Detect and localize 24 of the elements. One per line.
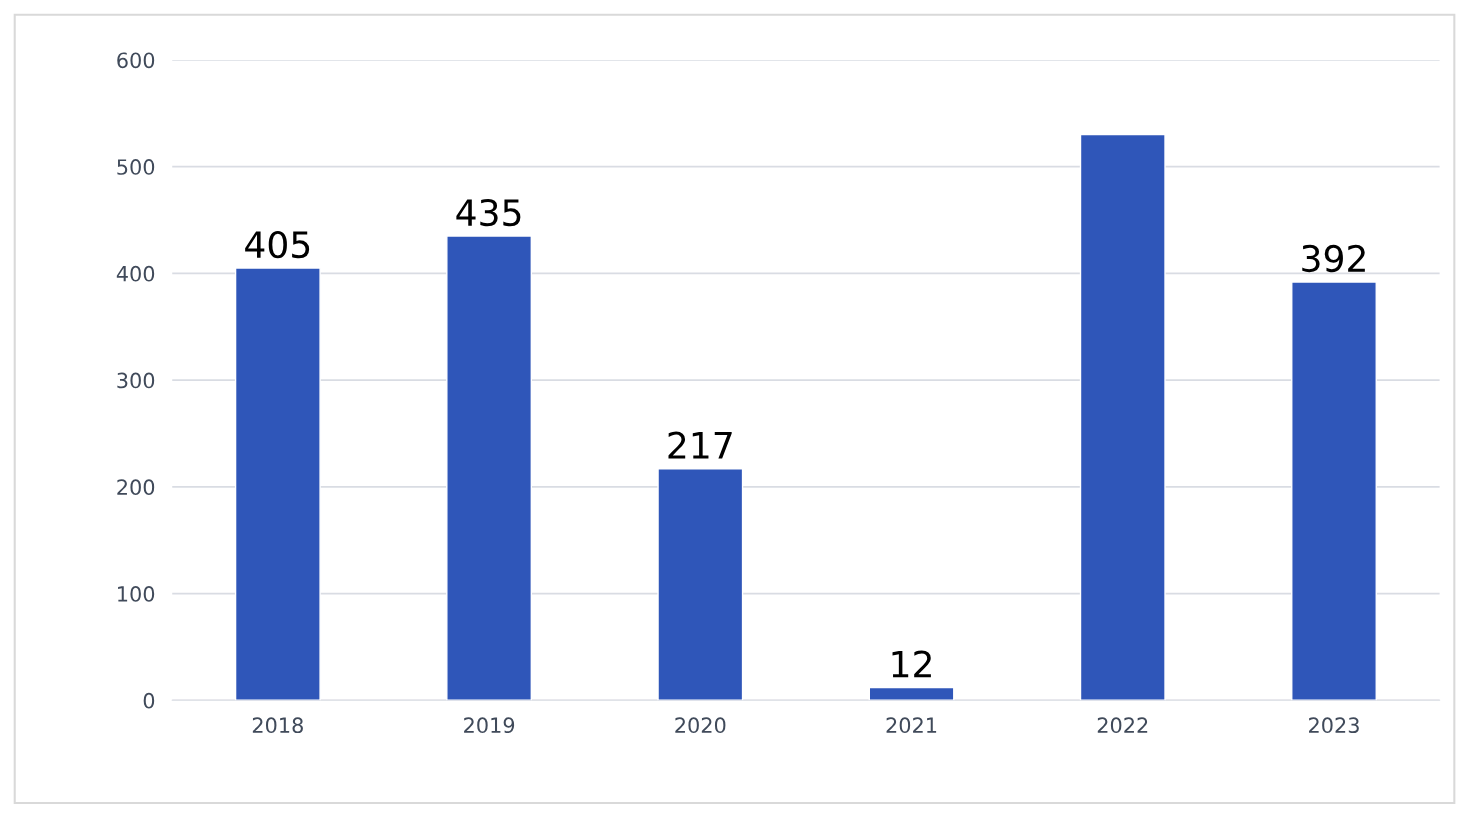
data-label: 12 — [892, 650, 931, 678]
x-tick-label: 2019 — [464, 717, 515, 734]
y-tick-label: 200 — [117, 479, 155, 496]
x-tick-label: 2023 — [1309, 717, 1359, 734]
y-tick-label: 300 — [117, 372, 155, 389]
y-tick-label: 500 — [117, 159, 155, 175]
data-label: 392 — [1302, 244, 1365, 273]
y-tick-label: 0 — [143, 692, 155, 709]
x-tick-label: 2020 — [675, 717, 726, 734]
x-tick-label: 2021 — [886, 717, 937, 734]
bar — [234, 267, 321, 701]
data-label: 435 — [456, 198, 521, 227]
y-tick-label: 100 — [118, 586, 155, 602]
bar — [1079, 133, 1166, 701]
y-tick-label: 600 — [117, 52, 155, 69]
bar — [868, 686, 955, 701]
data-label: 405 — [245, 230, 310, 259]
x-tick-label: 2022 — [1097, 717, 1148, 734]
x-tick-label: 2018 — [252, 717, 303, 734]
bar — [1291, 281, 1377, 701]
y-tick-label: 400 — [116, 265, 155, 282]
data-label: 217 — [668, 431, 732, 459]
bar — [446, 235, 533, 701]
bar — [657, 468, 744, 701]
